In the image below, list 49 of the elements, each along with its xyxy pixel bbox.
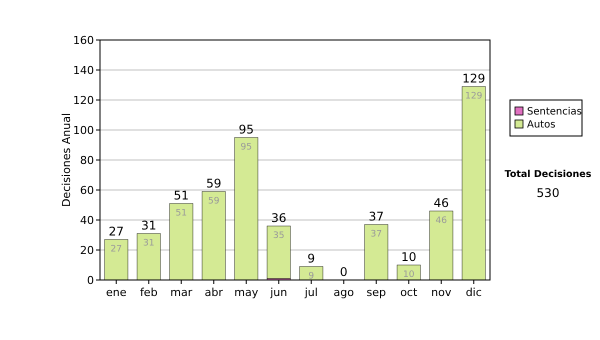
y-tick-label: 60 xyxy=(80,184,94,197)
y-axis-title: Decisiones Anual xyxy=(60,112,73,208)
total-label: 51 xyxy=(174,188,189,202)
total-label: 9 xyxy=(307,252,316,266)
total-label: 36 xyxy=(271,211,286,225)
x-tick-label: ago xyxy=(334,286,354,299)
x-tick-label: abr xyxy=(204,286,224,299)
text: Total Decisiones xyxy=(504,169,592,180)
y-tick-label: 40 xyxy=(80,214,94,227)
data-label: 31 xyxy=(143,238,154,248)
data-label: 59 xyxy=(208,196,220,206)
data-label: 37 xyxy=(370,230,382,240)
data-label: 35 xyxy=(273,231,284,241)
total-label: 46 xyxy=(434,196,449,210)
x-tick-label: ene xyxy=(106,286,127,299)
data-label: 95 xyxy=(240,142,252,152)
y-tick-label: 0 xyxy=(87,274,94,287)
data-label: 51 xyxy=(176,208,187,218)
x-tick-label: mar xyxy=(170,286,193,299)
data-label: 46 xyxy=(436,216,448,226)
y-tick-label: 160 xyxy=(73,34,94,47)
total-label: 95 xyxy=(238,122,254,136)
x-tick-label: dic xyxy=(466,286,482,299)
x-tick-label: jun xyxy=(269,286,288,299)
total-label: 27 xyxy=(108,224,124,238)
legend-label: Sentencias xyxy=(527,106,582,118)
data-label: 129 xyxy=(465,92,483,102)
y-tick-label: 120 xyxy=(73,94,94,107)
text: 530 xyxy=(536,186,560,200)
total-label: 10 xyxy=(401,250,416,264)
total-label: 129 xyxy=(462,72,486,86)
y-tick-label: 140 xyxy=(73,64,94,77)
y-tick-label: 20 xyxy=(80,244,94,257)
total-label: 31 xyxy=(141,218,156,232)
x-tick-label: jul xyxy=(304,286,318,299)
x-tick-label: may xyxy=(234,286,259,299)
data-label: 9 xyxy=(308,272,314,282)
total-label: 59 xyxy=(206,176,222,190)
total-label: 37 xyxy=(368,210,384,224)
x-tick-label: feb xyxy=(140,286,158,299)
data-label: 27 xyxy=(110,244,122,254)
x-tick-label: oct xyxy=(400,286,418,299)
y-tick-label: 100 xyxy=(73,124,94,137)
x-tick-label: nov xyxy=(431,286,452,299)
total-label: 0 xyxy=(340,265,348,279)
legend-label: Autos xyxy=(527,120,556,130)
data-label: 10 xyxy=(403,270,415,280)
y-tick-label: 80 xyxy=(80,154,94,167)
x-tick-label: sep xyxy=(366,286,386,299)
